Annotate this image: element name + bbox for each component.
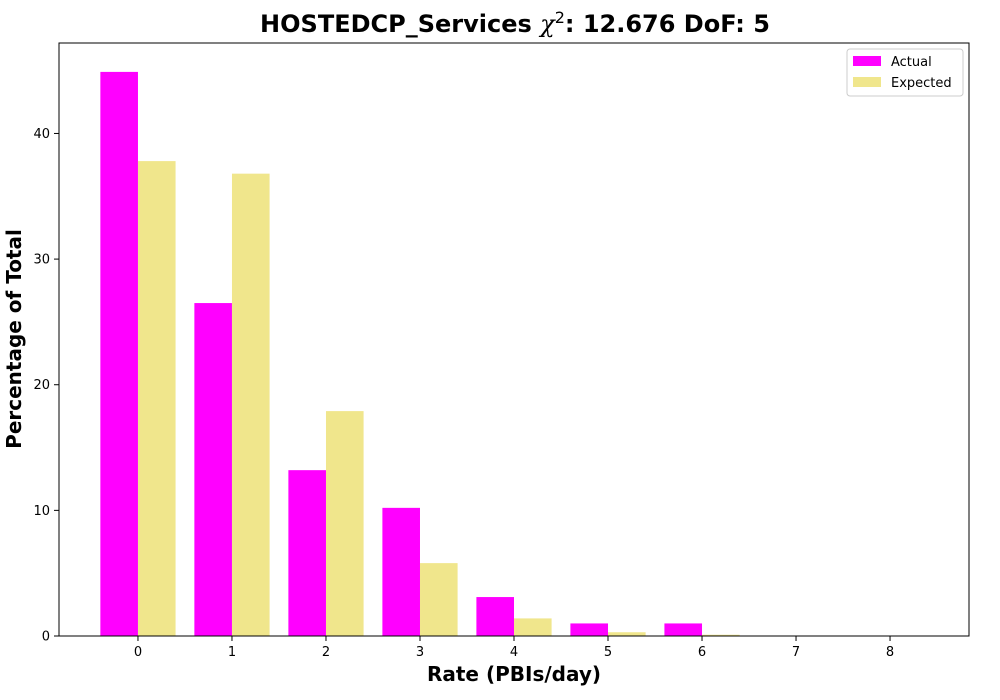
bar-actual-2: [288, 470, 326, 636]
legend-swatch-expected: [853, 77, 881, 87]
legend-label-expected: Expected: [891, 76, 952, 91]
bar-actual-5: [570, 623, 609, 636]
y-tick-label: 20: [33, 378, 50, 393]
bar-expected-5: [608, 632, 646, 636]
bar-actual-3: [382, 507, 420, 636]
bar-expected-4: [514, 618, 552, 636]
x-tick-label: 4: [510, 645, 518, 660]
legend: Actual Expected: [846, 48, 964, 97]
bar-actual-4: [476, 597, 514, 636]
plot-area: [100, 71, 740, 637]
bar-expected-2: [325, 411, 364, 636]
y-tick-label: 30: [33, 253, 50, 268]
chart-title: HOSTEDCP_Services χ2: 12.676 DoF: 5: [260, 8, 770, 38]
y-tick-label: 0: [42, 630, 50, 645]
x-tick-label: 6: [698, 645, 706, 660]
x-tick-label: 2: [322, 645, 330, 660]
y-tick-label: 40: [33, 127, 50, 142]
bar-actual-1: [194, 303, 232, 636]
bar-actual-6: [664, 623, 703, 636]
x-tick-label: 8: [886, 645, 894, 660]
legend-label-actual: Actual: [891, 55, 932, 70]
y-axis-label: Percentage of Total: [2, 229, 26, 449]
x-tick-label: 1: [228, 645, 236, 660]
x-tick-label: 0: [134, 645, 142, 660]
bar-expected-0: [137, 161, 176, 636]
x-axis-label: Rate (PBIs/day): [427, 662, 601, 686]
x-tick-label: 5: [604, 645, 612, 660]
bar-expected-1: [231, 173, 270, 636]
x-tick-label: 7: [792, 645, 800, 660]
legend-swatch-actual: [853, 56, 881, 66]
y-tick-label: 10: [33, 504, 50, 519]
bar-expected-6: [702, 634, 740, 636]
bar-expected-3: [419, 563, 458, 636]
axes: 0 1 2 3 4 5 6 7 8 0 10 20 30 40: [33, 42, 970, 660]
bar-actual-0: [100, 71, 138, 637]
x-tick-label: 3: [416, 645, 424, 660]
